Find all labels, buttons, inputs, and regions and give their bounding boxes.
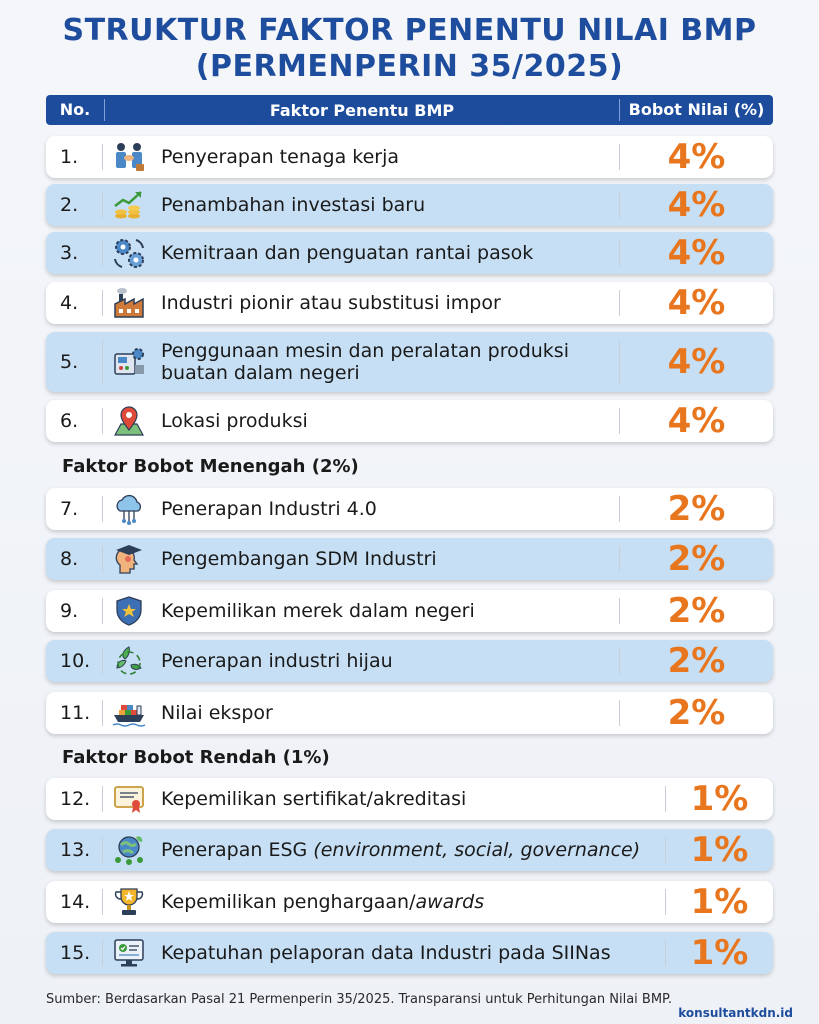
row-label: Penerapan ESG (environment, social, gove…	[155, 839, 665, 861]
trophy-icon	[103, 881, 155, 923]
row-label: Penerapan industri hijau	[161, 650, 393, 672]
row-value: 4%	[667, 283, 726, 323]
cloud-network-icon	[103, 488, 155, 530]
row-number: 12.	[60, 788, 91, 810]
row-label: Penerapan Industri 4.0	[161, 498, 377, 520]
investment-growth-icon	[103, 184, 155, 226]
row-number: 8.	[60, 548, 79, 570]
table-row: 15. Kepatuhan pelaporan data Industri pa…	[46, 932, 773, 974]
cargo-ship-icon	[103, 692, 155, 734]
esg-globe-icon	[103, 829, 155, 871]
table-row: 10. Penerapan industri hijau 2%	[46, 640, 773, 682]
row-number: 5.	[60, 351, 79, 373]
header-bobot: Bobot Nilai (%)	[619, 99, 773, 121]
row-label-italic: (environment, social, governance)	[313, 839, 641, 861]
row-value: 1%	[690, 830, 749, 870]
row-label: Kepemilikan penghargaan/awards	[155, 891, 665, 913]
header-faktor: Faktor Penentu BMP	[269, 100, 455, 120]
table-row: 13. Penerapan ESG (environment, social, …	[46, 829, 773, 871]
row-label: Nilai ekspor	[161, 702, 273, 724]
row-label: Kepatuhan pelaporan data Industri pada S…	[161, 942, 611, 964]
row-value: 4%	[667, 185, 726, 225]
page-title-line1: STRUKTUR FAKTOR PENENTU NILAI BMP	[62, 13, 757, 48]
row-label: Pengembangan SDM Industri	[161, 548, 437, 570]
table-header: No. Faktor Penentu BMP Bobot Nilai (%)	[46, 95, 773, 125]
row-number: 15.	[60, 942, 91, 964]
section-heading-menengah: Faktor Bobot Menengah (2%)	[62, 456, 359, 477]
section-heading-rendah: Faktor Bobot Rendah (1%)	[62, 747, 330, 768]
map-pin-icon	[103, 400, 155, 442]
table-row: 8. Pengembangan SDM Industri 2%	[46, 538, 773, 580]
row-value: 4%	[667, 342, 726, 382]
table-row: 3. Kemitraan dan penguatan rantai pasok …	[46, 232, 773, 274]
page-title-line2: (PERMENPERIN 35/2025)	[195, 49, 624, 84]
row-label: Penambahan investasi baru	[161, 194, 426, 216]
certificate-icon	[103, 778, 155, 820]
row-number: 1.	[60, 146, 79, 168]
row-label-text: Kepemilikan penghargaan/	[161, 891, 416, 913]
row-label: Lokasi produksi	[161, 410, 308, 432]
row-number: 9.	[60, 600, 79, 622]
table-row: 7. Penerapan Industri 4.0 2%	[46, 488, 773, 530]
row-number: 7.	[60, 498, 79, 520]
shield-star-icon	[103, 590, 155, 632]
table-row: 11. Nilai ekspor 2%	[46, 692, 773, 734]
header-no: No.	[46, 99, 105, 121]
row-number: 10.	[60, 650, 91, 672]
row-number: 4.	[60, 292, 79, 314]
row-number: 6.	[60, 410, 79, 432]
gears-cycle-icon	[103, 232, 155, 274]
row-value: 1%	[690, 882, 749, 922]
row-label: Kepemilikan sertifikat/akreditasi	[161, 788, 467, 810]
row-number: 13.	[60, 839, 91, 861]
row-label-line1: Penggunaan mesin dan peralatan produksi	[161, 340, 569, 362]
monitor-check-icon	[103, 932, 155, 974]
row-number: 14.	[60, 891, 91, 913]
factory-icon	[103, 282, 155, 324]
row-value: 2%	[667, 591, 726, 631]
table-row: 6. Lokasi produksi 4%	[46, 400, 773, 442]
table-row: 9. Kepemilikan merek dalam negeri 2%	[46, 590, 773, 632]
row-label-text: Penerapan ESG	[161, 839, 314, 861]
row-value: 4%	[667, 137, 726, 177]
row-label: Kepemilikan merek dalam negeri	[161, 600, 475, 622]
brand-watermark: konsultantkdn.id	[678, 1006, 793, 1020]
recycle-leaf-icon	[103, 640, 155, 682]
graduate-head-icon	[103, 538, 155, 580]
table-row: 12. Kepemilikan sertifikat/akreditasi 1%	[46, 778, 773, 820]
row-label-italic: awards	[415, 891, 485, 913]
row-label: Penyerapan tenaga kerja	[161, 146, 400, 168]
row-label: Penggunaan mesin dan peralatan produksi …	[155, 340, 619, 384]
row-label: Industri pionir atau substitusi impor	[161, 292, 501, 314]
row-label: Kemitraan dan penguatan rantai pasok	[161, 242, 534, 264]
row-value: 2%	[667, 539, 726, 579]
row-value: 4%	[667, 401, 726, 441]
table-row: 4. Industri pionir atau substitusi impor…	[46, 282, 773, 324]
handshake-icon	[103, 136, 155, 178]
source-note: Sumber: Berdasarkan Pasal 21 Permenperin…	[46, 992, 672, 1007]
machine-icon	[103, 341, 155, 383]
row-label-line2: buatan dalam negeri	[161, 362, 360, 384]
table-row: 1. Penyerapan tenaga kerja 4%	[46, 136, 773, 178]
row-value: 1%	[690, 933, 749, 973]
table-row: 5. Penggunaan mesin dan peralatan produk…	[46, 332, 773, 392]
row-value: 1%	[690, 779, 749, 819]
table-row: 14. Kepemilikan penghargaan/awards 1%	[46, 881, 773, 923]
row-number: 11.	[60, 702, 91, 724]
row-value: 2%	[667, 693, 726, 733]
table-row: 2. Penambahan investasi baru 4%	[46, 184, 773, 226]
row-value: 2%	[667, 641, 726, 681]
row-number: 3.	[60, 242, 79, 264]
row-number: 2.	[60, 194, 79, 216]
row-value: 2%	[667, 489, 726, 529]
row-value: 4%	[667, 233, 726, 273]
